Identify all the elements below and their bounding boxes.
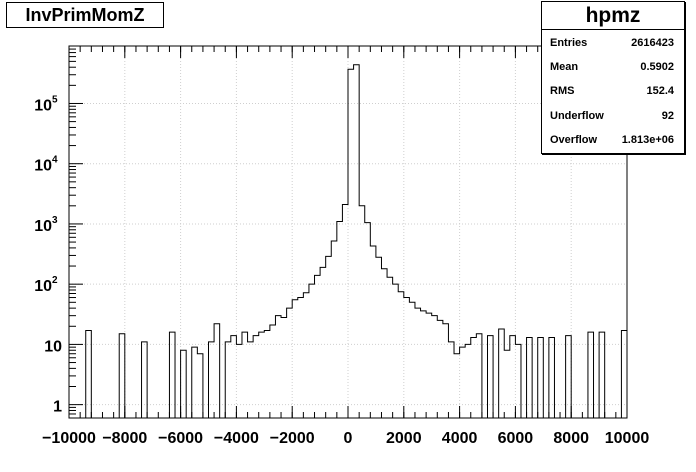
y-tick-label: 10 — [44, 338, 62, 355]
y-tick-exponent: 4 — [52, 155, 58, 166]
stats-value: 0.5902 — [640, 61, 674, 73]
y-tick-label: 10 — [34, 218, 52, 235]
stats-row-overflow: Overflow 1.813e+06 — [550, 130, 674, 150]
axis-labels: −10000 −8000 −6000 −4000 −2000 0 2000 4000 6000 8… — [34, 94, 649, 447]
stats-label: Overflow — [550, 134, 598, 146]
x-tick-label: 8000 — [553, 430, 589, 447]
x-tick-label: 10000 — [605, 430, 650, 447]
stats-value: 152.4 — [646, 85, 674, 97]
histogram-outline — [69, 64, 628, 419]
x-tick-label: −6000 — [158, 430, 203, 447]
histogram-title: InvPrimMomZ — [25, 5, 145, 25]
x-tick-label: −10000 — [42, 430, 96, 447]
stats-histogram-name: hpmz — [542, 2, 684, 30]
stats-label: RMS — [550, 85, 575, 97]
y-tick-label: 10 — [34, 278, 52, 295]
stats-label: Mean — [550, 61, 579, 73]
x-tick-label: 0 — [344, 430, 353, 447]
stats-label: Underflow — [550, 110, 604, 122]
y-tick-label: 10 — [34, 158, 52, 175]
y-tick-exponent: 3 — [52, 215, 58, 226]
stats-row-entries: Entries 2616423 — [550, 33, 674, 53]
y-tick-exponent: 5 — [52, 94, 58, 105]
stats-value: 2616423 — [631, 37, 674, 49]
y-tick-exponent: 2 — [52, 275, 58, 286]
x-tick-label: −2000 — [270, 430, 315, 447]
stats-value: 92 — [661, 110, 674, 122]
stats-row-mean: Mean 0.5902 — [550, 57, 674, 77]
stats-row-rms: RMS 152.4 — [550, 81, 674, 101]
histogram-title-box: InvPrimMomZ — [6, 2, 164, 28]
stats-row-underflow: Underflow 92 — [550, 106, 674, 126]
stats-box: hpmz Entries 2616423 Mean 0.5902 RMS 152… — [541, 1, 685, 154]
x-tick-label: 2000 — [386, 430, 422, 447]
y-tick-label: 1 — [53, 399, 62, 416]
x-tick-label: −4000 — [214, 430, 259, 447]
x-tick-label: 6000 — [498, 430, 534, 447]
x-tick-label: −8000 — [102, 430, 147, 447]
stats-value: 1.813e+06 — [621, 134, 674, 146]
y-tick-label: 10 — [34, 97, 52, 114]
stats-label: Entries — [550, 37, 588, 49]
x-tick-label: 4000 — [442, 430, 478, 447]
